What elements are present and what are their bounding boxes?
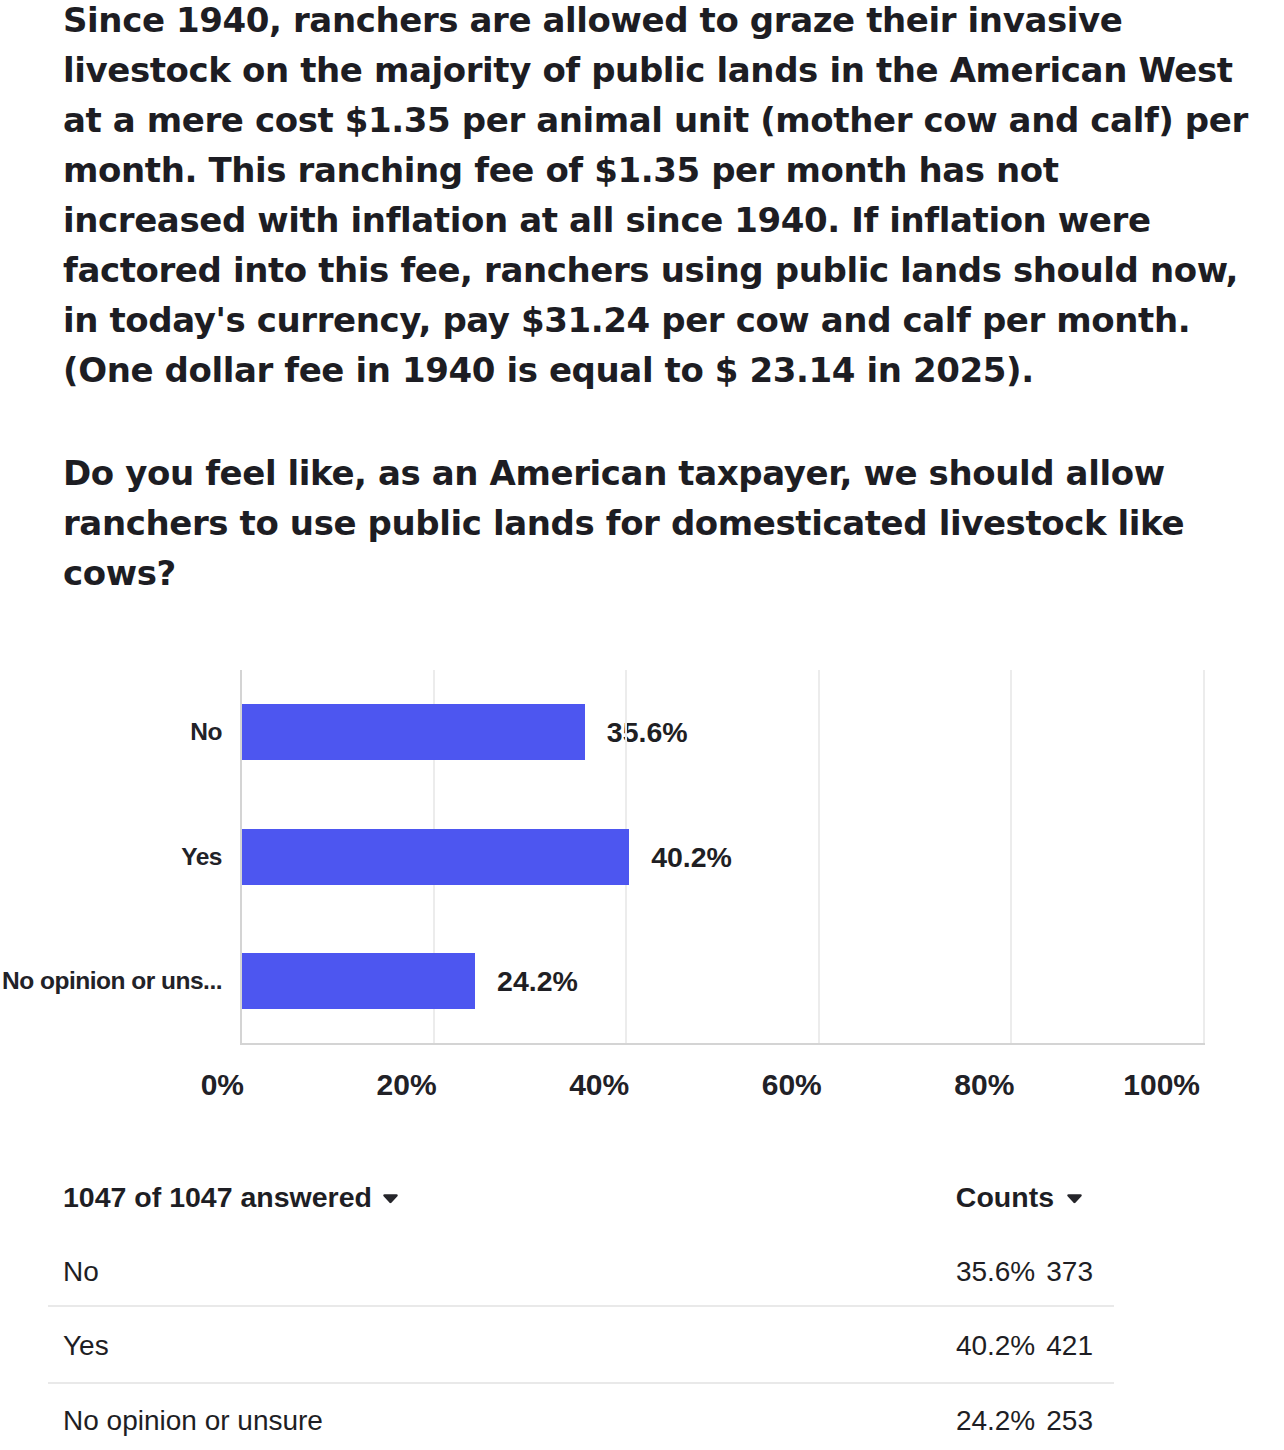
answer-label: Yes: [63, 1330, 109, 1362]
chevron-down-icon: [1066, 1194, 1083, 1204]
answered-dropdown[interactable]: 1047 of 1047 answered: [63, 1181, 399, 1214]
answer-count: 253: [1046, 1405, 1093, 1436]
gridline: [1203, 670, 1205, 1043]
answer-value: 35.6% 373: [956, 1256, 1093, 1288]
answer-value: 40.2% 421: [956, 1330, 1093, 1362]
counts-label: Counts: [956, 1181, 1054, 1214]
chart-bar: [242, 953, 475, 1009]
answer-percent: 24.2%: [956, 1405, 1035, 1436]
answered-label: 1047 of 1047 answered: [63, 1181, 372, 1214]
gridline: [818, 670, 820, 1043]
answer-value: 24.2% 253: [956, 1405, 1093, 1437]
row-divider: [48, 1305, 1114, 1307]
results-table: 1047 of 1047 answered Counts No 35.6% 373 Y…: [0, 0, 1284, 1450]
answer-count: 373: [1046, 1256, 1093, 1287]
answer-label: No: [63, 1256, 99, 1288]
answer-percent: 40.2%: [956, 1330, 1035, 1361]
counts-dropdown[interactable]: Counts: [956, 1181, 1083, 1214]
answer-percent: 35.6%: [956, 1256, 1035, 1287]
answer-count: 421: [1046, 1330, 1093, 1361]
chart-bar: [242, 829, 629, 885]
chart-bar: [242, 704, 585, 760]
answer-label: No opinion or unsure: [63, 1405, 323, 1437]
row-divider: [48, 1382, 1114, 1384]
chevron-down-icon: [382, 1194, 399, 1204]
gridline: [1010, 670, 1012, 1043]
